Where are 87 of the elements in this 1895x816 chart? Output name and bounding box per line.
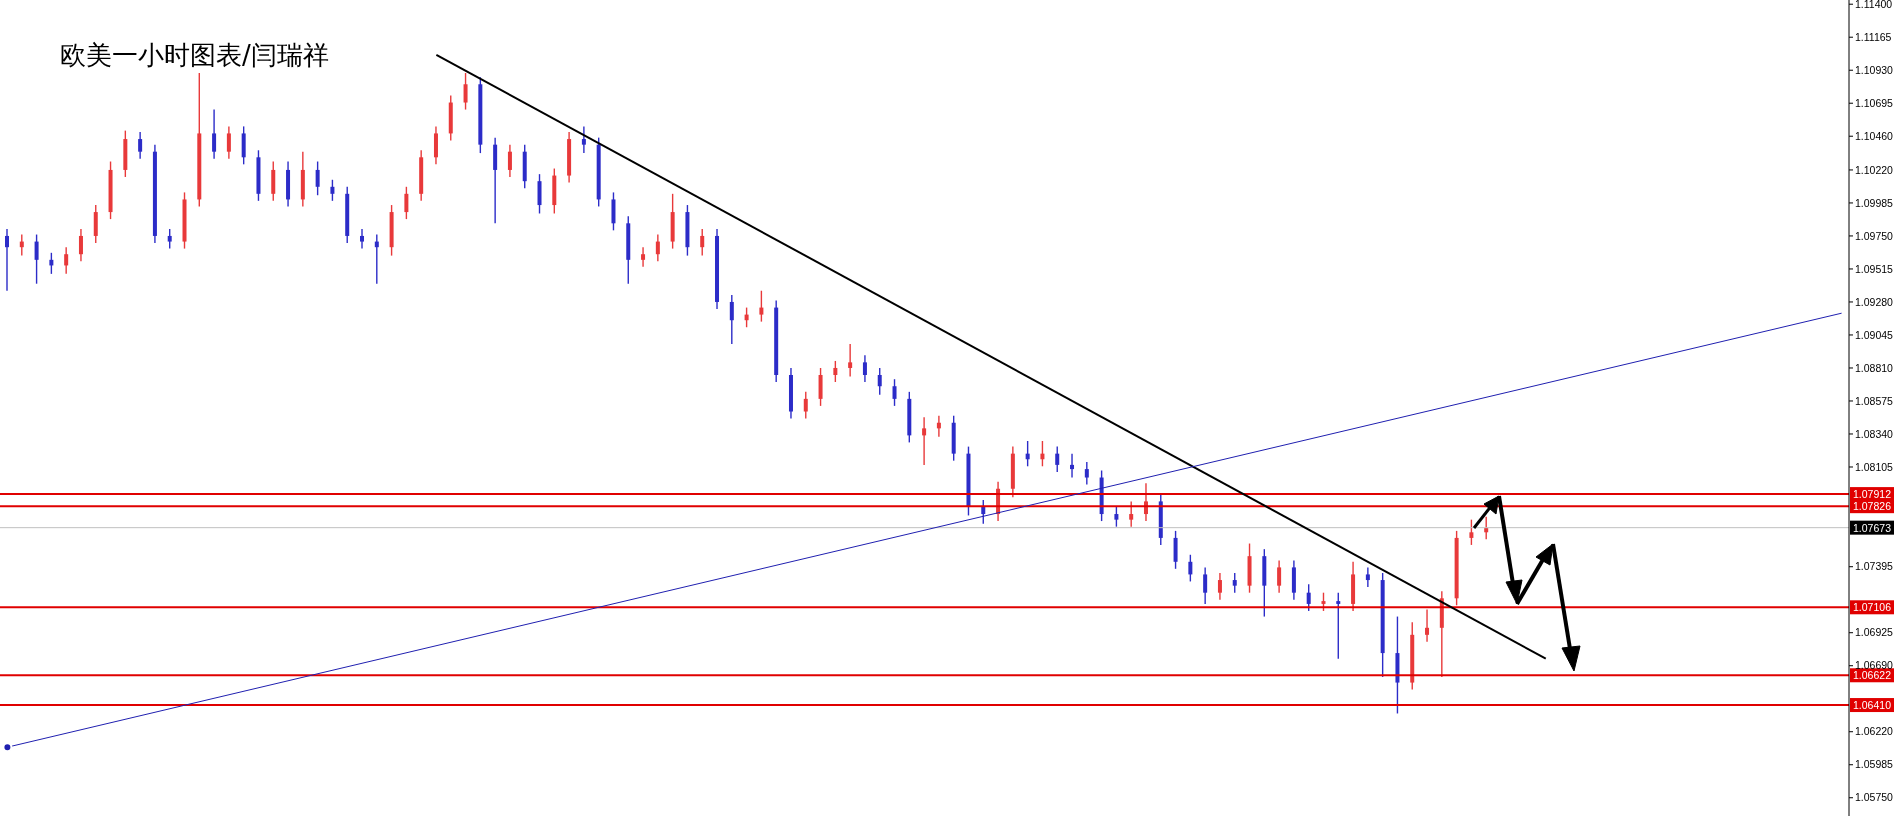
candlestick [212, 108, 217, 160]
ref-line-label: 1.06410 [1853, 699, 1892, 712]
candlestick [922, 416, 927, 466]
candlestick [1365, 566, 1370, 588]
candlestick [49, 252, 54, 275]
y-tick-label: 1.10930 [1855, 63, 1894, 76]
candlestick [315, 160, 320, 196]
candlestick [862, 354, 867, 383]
y-tick-label: 1.10220 [1855, 163, 1894, 176]
candlestick [138, 131, 143, 160]
y-tick-label: 1.09750 [1855, 229, 1894, 242]
y-tick-label: 1.09985 [1855, 196, 1894, 209]
y-tick-label: 1.09515 [1855, 262, 1894, 275]
candlestick [1306, 583, 1311, 612]
candlestick [34, 233, 39, 285]
y-tick-label: 1.11165 [1855, 30, 1892, 43]
candlestick [93, 204, 98, 244]
candlestick [19, 233, 24, 257]
candlestick [936, 415, 941, 438]
ref-line-label: 1.07673 [1853, 521, 1892, 534]
candlestick [848, 343, 853, 378]
candlestick [877, 367, 882, 396]
candlestick [581, 125, 586, 154]
candlestick [655, 233, 660, 262]
candlestick [1277, 559, 1282, 594]
candlestick [433, 125, 438, 166]
candlestick [641, 246, 646, 268]
text: 欧美一小时图表/闫瑞祥 [60, 39, 329, 72]
candlestick [729, 294, 734, 345]
y-tick-label: 1.10460 [1855, 129, 1894, 142]
candlestick [833, 360, 838, 383]
candlestick [818, 367, 823, 407]
candlestick [5, 228, 9, 292]
candlestick [271, 160, 276, 202]
y-tick-label: 1.05985 [1855, 758, 1894, 771]
candlestick [1129, 500, 1134, 528]
candlestick [507, 143, 512, 178]
candlestick [1217, 572, 1222, 601]
candlestick [1070, 452, 1075, 479]
candlestick [611, 191, 616, 232]
y-tick-label: 1.07395 [1855, 560, 1894, 573]
y-tick-label: 1.10695 [1855, 96, 1894, 109]
y-tick-label: 1.09280 [1855, 295, 1894, 308]
candlestick [1321, 591, 1326, 612]
candlestick [404, 186, 409, 220]
y-tick-label: 1.05750 [1855, 791, 1894, 804]
candlestick [1055, 445, 1060, 473]
y-tick-label: 1.11400 [1855, 0, 1893, 10]
ref-line-label: 1.06622 [1853, 669, 1892, 682]
candlestick [1425, 608, 1430, 643]
candlestick [1336, 591, 1341, 660]
candlestick [1188, 554, 1193, 583]
candlestick [1114, 506, 1119, 528]
y-tick-label: 1.08340 [1855, 427, 1894, 440]
ref-line-label: 1.07106 [1853, 601, 1892, 614]
ref-line-label: 1.07826 [1853, 500, 1892, 513]
ref-line-label: 1.07912 [1853, 488, 1892, 501]
candlestick [78, 228, 83, 262]
candlestick [1040, 440, 1045, 467]
y-tick-label: 1.08810 [1855, 361, 1894, 374]
y-tick-label: 1.08105 [1855, 460, 1894, 473]
candlestick [1084, 461, 1089, 486]
y-tick-label: 1.06925 [1855, 626, 1894, 639]
candlestick [226, 125, 231, 160]
candlestick [700, 228, 705, 257]
candlestick [374, 233, 379, 285]
candlestick [537, 173, 542, 215]
candlestick [744, 306, 749, 328]
candlestick [360, 228, 365, 250]
candlestick [167, 228, 172, 250]
candlestick [803, 391, 808, 420]
y-tick-label: 1.06220 [1855, 725, 1894, 738]
candlestick [981, 499, 986, 525]
y-tick-label: 1.08575 [1855, 394, 1894, 407]
candlestick [64, 246, 69, 275]
candlestick [759, 290, 764, 323]
candlestick [1025, 440, 1030, 467]
y-tick-label: 1.09045 [1855, 328, 1894, 341]
candlestick [1232, 572, 1237, 594]
candlestick [1173, 530, 1178, 570]
candlestick [892, 378, 897, 407]
candlestick [463, 72, 468, 111]
candlestick [330, 179, 335, 202]
candlestick [1203, 566, 1208, 605]
candlestick [241, 125, 246, 166]
candlestick [1469, 518, 1474, 546]
candlestick [1484, 516, 1489, 541]
